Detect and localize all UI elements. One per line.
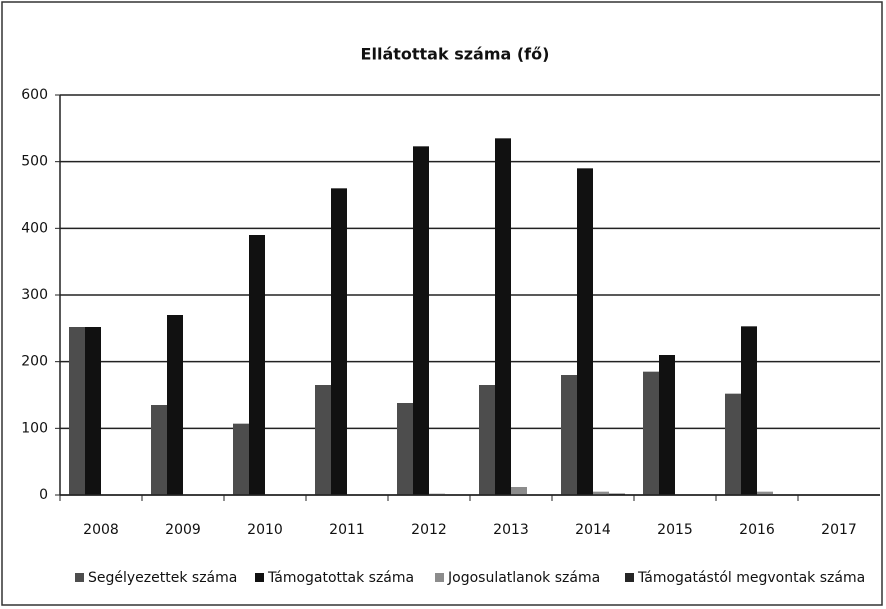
bar	[331, 188, 347, 496]
chart-title: Ellátottak száma (fő)	[361, 45, 550, 64]
bar	[151, 405, 167, 495]
bar	[315, 385, 331, 495]
legend-label: Támogatottak száma	[267, 570, 414, 586]
bar	[593, 491, 609, 495]
bar	[725, 393, 741, 495]
x-tick-label: 2014	[575, 522, 611, 538]
y-tick-label: 500	[21, 154, 48, 170]
bar	[511, 487, 527, 495]
bar	[741, 326, 757, 495]
bar	[659, 355, 675, 495]
bar	[69, 327, 85, 495]
x-tick-label: 2011	[329, 522, 365, 538]
bar	[561, 375, 577, 495]
bar	[233, 423, 249, 495]
x-tick-label: 2013	[493, 522, 529, 538]
y-tick-label: 400	[21, 220, 48, 236]
bar	[413, 146, 429, 496]
x-tick-label: 2009	[165, 522, 201, 538]
y-tick-label: 100	[21, 420, 48, 436]
y-tick-label: 0	[39, 487, 48, 503]
x-tick-label: 2017	[821, 522, 857, 538]
legend-label: Támogatástól megvontak száma	[637, 570, 865, 586]
x-tick-label: 2010	[247, 522, 283, 538]
bar	[167, 315, 183, 495]
bar	[643, 371, 659, 495]
x-tick-label: 2008	[83, 522, 119, 538]
y-tick-label: 600	[21, 87, 48, 103]
legend-swatch	[625, 573, 634, 582]
bar	[397, 403, 413, 495]
bar	[757, 491, 773, 495]
legend-swatch	[435, 573, 444, 582]
bar	[577, 168, 593, 496]
x-tick-label: 2015	[657, 522, 693, 538]
x-tick-label: 2012	[411, 522, 447, 538]
x-tick-label: 2016	[739, 522, 775, 538]
legend-label: Segélyezettek száma	[88, 570, 237, 586]
bar	[479, 385, 495, 495]
bar	[249, 235, 265, 495]
bar	[495, 138, 511, 496]
legend-label: Jogosulatlanok száma	[447, 570, 600, 586]
legend-swatch	[255, 573, 264, 582]
bar	[85, 327, 101, 495]
y-tick-label: 300	[21, 287, 48, 303]
y-tick-label: 200	[21, 354, 48, 370]
legend-swatch	[75, 573, 84, 582]
